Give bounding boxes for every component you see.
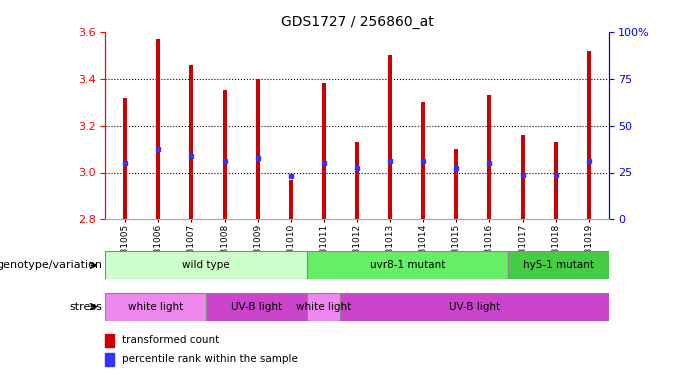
Bar — [307, 251, 508, 279]
Bar — [307, 292, 340, 321]
Bar — [421, 102, 425, 219]
Bar — [587, 51, 591, 219]
Text: stress: stress — [69, 302, 102, 312]
Bar — [156, 39, 160, 219]
Bar — [105, 251, 307, 279]
Bar — [488, 95, 492, 219]
Bar — [508, 251, 609, 279]
Text: UV-B light: UV-B light — [449, 302, 500, 312]
Text: white light: white light — [128, 302, 184, 312]
Bar — [123, 98, 127, 219]
Text: uvr8-1 mutant: uvr8-1 mutant — [370, 260, 445, 270]
Bar — [222, 90, 226, 219]
Bar — [206, 292, 307, 321]
Bar — [454, 149, 458, 219]
Bar — [289, 180, 293, 219]
Text: UV-B light: UV-B light — [231, 302, 282, 312]
Bar — [190, 64, 194, 219]
Text: genotype/variation: genotype/variation — [0, 260, 102, 270]
Bar — [105, 292, 206, 321]
Text: hy5-1 mutant: hy5-1 mutant — [523, 260, 594, 270]
Bar — [521, 135, 524, 219]
Bar — [554, 142, 558, 219]
Text: transformed count: transformed count — [122, 335, 220, 345]
Bar — [355, 142, 359, 219]
Text: white light: white light — [296, 302, 351, 312]
Title: GDS1727 / 256860_at: GDS1727 / 256860_at — [281, 15, 433, 30]
Bar — [322, 84, 326, 219]
Text: percentile rank within the sample: percentile rank within the sample — [122, 354, 299, 364]
Text: wild type: wild type — [182, 260, 230, 270]
Bar — [388, 56, 392, 219]
Bar — [340, 292, 609, 321]
Bar — [256, 79, 260, 219]
